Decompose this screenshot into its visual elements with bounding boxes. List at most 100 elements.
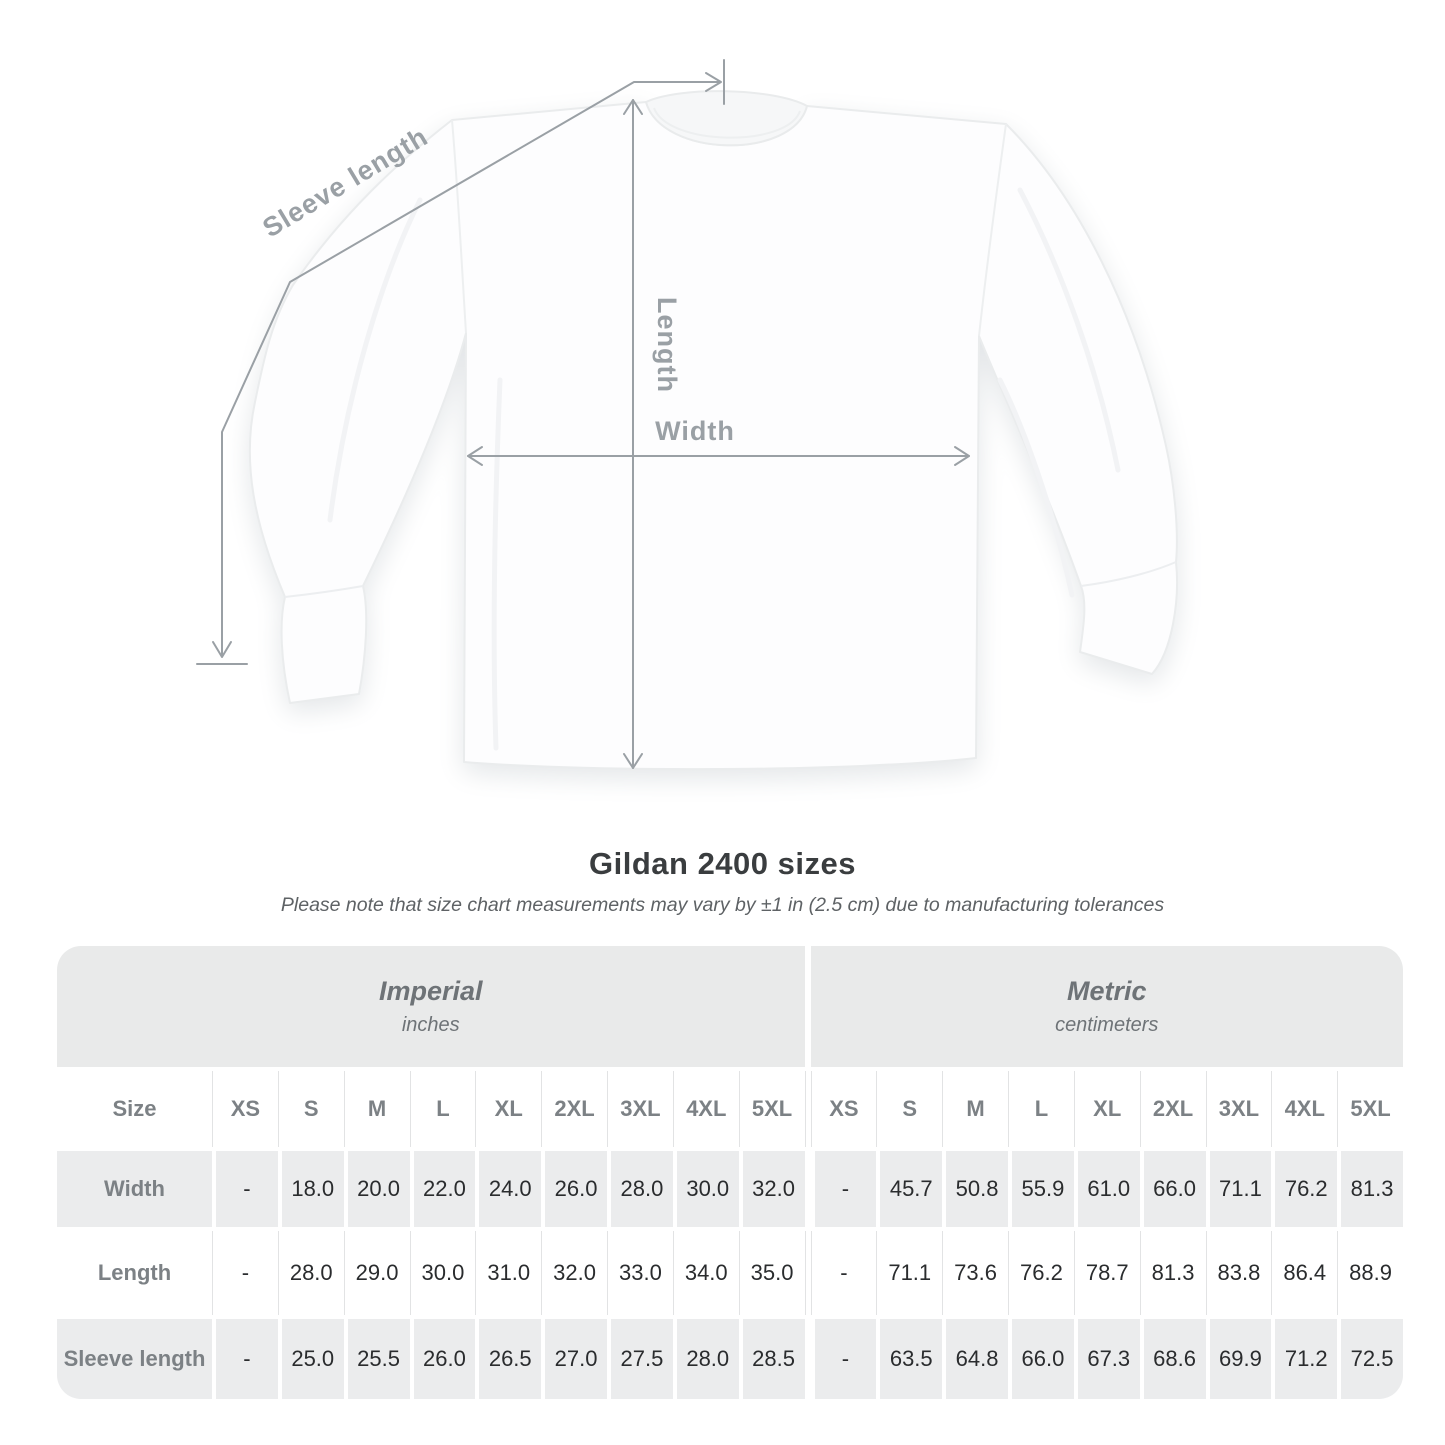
width-metric-value: 66.0: [1139, 1147, 1206, 1231]
size-header-metric: 2XL: [1139, 1071, 1206, 1147]
metric-group-header: Metric centimeters: [810, 946, 1403, 1071]
size-header-imperial: XL: [475, 1071, 542, 1147]
sleeve-imperial-value: 27.0: [541, 1315, 607, 1399]
width-imperial-value: 24.0: [475, 1147, 542, 1231]
length-metric-value: -: [810, 1231, 877, 1315]
row-label-width: Width: [57, 1147, 212, 1231]
width-metric-value: 55.9: [1008, 1147, 1074, 1231]
length-imperial-value: -: [212, 1231, 278, 1315]
sleeve-imperial-value: 25.0: [277, 1315, 344, 1399]
size-header-metric: 3XL: [1205, 1071, 1272, 1147]
width-imperial-value: 22.0: [409, 1147, 476, 1231]
right-cuff-seam: [1080, 561, 1177, 587]
sleeve-length-arrow: [196, 59, 725, 665]
tolerance-note: Please note that size chart measurements…: [280, 894, 1165, 916]
length-imperial-value: 35.0: [738, 1231, 805, 1315]
row-label-length: Length: [57, 1231, 212, 1315]
width-imperial-value: 26.0: [541, 1147, 607, 1231]
width-imperial-value: 28.0: [607, 1147, 673, 1231]
size-header-metric: S: [876, 1071, 943, 1147]
column-gap: [804, 1231, 811, 1315]
size-header-metric: XS: [810, 1071, 877, 1147]
size-header-metric: M: [942, 1071, 1008, 1147]
sleeve-metric-value: 64.8: [942, 1315, 1008, 1399]
sleeve-metric-value: 66.0: [1008, 1315, 1074, 1399]
length-metric-value: 78.7: [1073, 1231, 1140, 1315]
sleeve-imperial-value: 27.5: [607, 1315, 673, 1399]
size-header-imperial: L: [409, 1071, 476, 1147]
sleeve-metric-value: 63.5: [876, 1315, 943, 1399]
size-column-header: Size: [57, 1071, 212, 1147]
length-label: Length: [652, 297, 682, 393]
sleeve-imperial-value: 28.0: [672, 1315, 739, 1399]
length-metric-value: 81.3: [1139, 1231, 1206, 1315]
width-imperial-value: 32.0: [738, 1147, 805, 1231]
size-header-imperial: 2XL: [541, 1071, 607, 1147]
length-metric-value: 71.1: [876, 1231, 943, 1315]
size-header-imperial: 3XL: [607, 1071, 673, 1147]
group-gap: [804, 946, 811, 1071]
sleeve-metric-value: -: [810, 1315, 877, 1399]
column-gap: [804, 1315, 811, 1399]
column-gap: [804, 1147, 811, 1231]
length-metric-value: 83.8: [1205, 1231, 1272, 1315]
imperial-group-header: Imperial inches: [57, 946, 805, 1071]
length-imperial-value: 28.0: [277, 1231, 344, 1315]
width-metric-value: 61.0: [1073, 1147, 1140, 1231]
size-header-imperial: 5XL: [738, 1071, 805, 1147]
width-imperial-value: 30.0: [672, 1147, 739, 1231]
shirt-illustration: [248, 90, 1178, 771]
width-imperial-value: -: [212, 1147, 278, 1231]
length-metric-value: 73.6: [942, 1231, 1008, 1315]
size-header-metric: L: [1008, 1071, 1074, 1147]
width-metric-value: -: [810, 1147, 877, 1231]
size-header-metric: 4XL: [1271, 1071, 1338, 1147]
width-metric-value: 50.8: [942, 1147, 1008, 1231]
imperial-group-unit: inches: [401, 1014, 460, 1036]
width-arrow: [467, 446, 970, 466]
left-cuff-seam: [284, 585, 364, 598]
sleeve-metric-value: 68.6: [1139, 1315, 1206, 1399]
sleeve-imperial-value: 26.5: [475, 1315, 542, 1399]
right-shoulder-seam: [978, 123, 1007, 337]
length-metric-value: 88.9: [1337, 1231, 1403, 1315]
sleeve-metric-value: 72.5: [1337, 1315, 1403, 1399]
size-header-imperial: XS: [212, 1071, 278, 1147]
width-label: Width: [655, 416, 735, 446]
width-metric-value: 76.2: [1271, 1147, 1338, 1231]
size-header-imperial: 4XL: [672, 1071, 739, 1147]
size-header-imperial: S: [277, 1071, 344, 1147]
length-imperial-value: 29.0: [343, 1231, 410, 1315]
length-metric-value: 86.4: [1271, 1231, 1338, 1315]
metric-group-unit: centimeters: [1055, 1014, 1159, 1036]
sleeve-metric-value: 69.9: [1205, 1315, 1272, 1399]
row-label-sleeve-length: Sleeve length: [57, 1315, 212, 1399]
length-imperial-value: 32.0: [541, 1231, 607, 1315]
column-gap: [804, 1071, 811, 1147]
sleeve-metric-value: 67.3: [1073, 1315, 1140, 1399]
left-shoulder-seam: [451, 119, 467, 334]
length-imperial-value: 34.0: [672, 1231, 739, 1315]
collar-rib-line: [653, 107, 801, 139]
measurement-annotations: [196, 59, 970, 769]
fabric-folds: [327, 187, 1121, 751]
sleeve-imperial-value: -: [212, 1315, 278, 1399]
length-imperial-value: 30.0: [409, 1231, 476, 1315]
length-imperial-value: 31.0: [475, 1231, 542, 1315]
metric-group-title: Metric: [1066, 976, 1147, 1006]
size-table: Imperial inches Metric centimeters Size …: [57, 946, 1403, 1399]
sleeve-imperial-value: 25.5: [343, 1315, 410, 1399]
length-imperial-value: 33.0: [607, 1231, 673, 1315]
sleeve-imperial-value: 28.5: [738, 1315, 805, 1399]
imperial-group-title: Imperial: [378, 976, 483, 1006]
length-arrow: [623, 99, 643, 769]
length-metric-value: 76.2: [1008, 1231, 1074, 1315]
shirt-outline: [248, 101, 1178, 771]
width-imperial-value: 20.0: [343, 1147, 410, 1231]
page-title: Gildan 2400 sizes: [589, 846, 856, 881]
width-imperial-value: 18.0: [277, 1147, 344, 1231]
size-header-metric: XL: [1073, 1071, 1140, 1147]
size-header-metric: 5XL: [1337, 1071, 1403, 1147]
width-metric-value: 71.1: [1205, 1147, 1272, 1231]
sleeve-imperial-value: 26.0: [409, 1315, 476, 1399]
